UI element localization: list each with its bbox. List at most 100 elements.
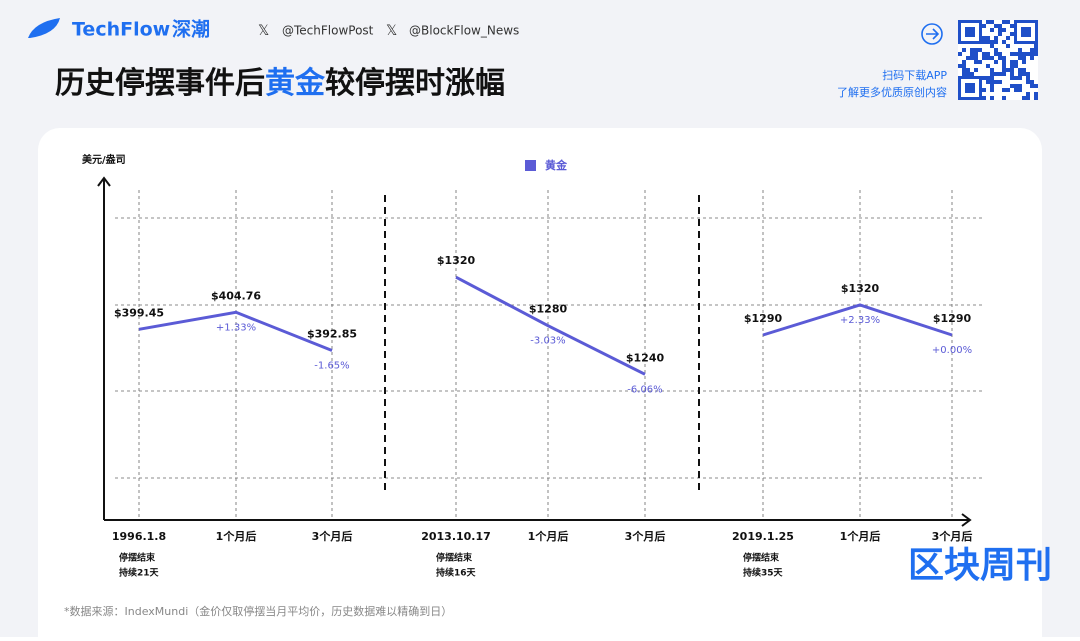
qr-cell [1014,52,1018,56]
qr-cell [1026,96,1030,100]
qr-cell [1002,68,1006,72]
change-label: +1.33% [216,322,256,333]
qr-cell [990,44,994,48]
x-icon: 𝕏 [386,23,397,39]
change-label: -1.65% [314,360,349,371]
qr-cell [966,68,970,72]
qr-cell [1026,52,1030,56]
qr-cell [1014,64,1018,68]
qr-cell [982,36,986,40]
qr-cell [1018,48,1022,52]
x-axis [104,513,972,527]
qr-cell [990,40,994,44]
qr-cell [962,68,966,72]
title-part: 较停摆时涨幅 [325,66,505,101]
qr-cell [982,96,986,100]
qr-cell [994,80,998,84]
qr-cell [1010,68,1014,72]
qr-cell [962,72,966,76]
qr-cell [962,60,966,64]
qr-cell [1002,72,1006,76]
qr-cell [994,72,998,76]
qr-cell [970,52,974,56]
qr-cell [1002,56,1006,60]
qr-cell [1018,72,1022,76]
qr-cell [1026,76,1030,80]
qr-cell [1026,92,1030,96]
card [38,128,1042,641]
event-note: 停摆结束 [743,552,780,564]
value-label: $1320 [437,254,476,267]
title: 历史停摆事件后黄金较停摆时涨幅 [55,66,505,101]
qr-cell [982,52,986,56]
line-series [762,303,953,337]
y-axis-label: 美元/盎司 [82,153,126,166]
qr-cell [1018,84,1022,88]
qr-finder [1021,27,1031,37]
qr-cell [998,24,1002,28]
qr-cell [1010,60,1014,64]
value-label: $1240 [626,351,665,364]
x-tick-label: 1个月后 [528,529,569,543]
qr-cell [974,68,978,72]
qr-cell [1002,60,1006,64]
qr-cell [1010,32,1014,36]
qr-cell [1002,96,1006,100]
value-label: $392.85 [307,327,357,340]
qr-cell [1030,84,1034,88]
qr-cell [982,40,986,44]
qr-cell [994,60,998,64]
event-note: 停摆结束 [119,552,156,564]
qr-cell [1014,88,1018,92]
qr-cell [1002,20,1006,24]
promo: 扫码下载APP [882,69,947,82]
qr-cell [1018,76,1022,80]
qr-cell [1026,80,1030,84]
qr-cell [1018,56,1022,60]
qr-cell [982,56,986,60]
event-note: 停摆结束 [436,552,473,564]
qr-cell [998,28,1002,32]
change-label: +2.33% [840,315,880,326]
qr-cell [1022,96,1026,100]
qr-cell [1022,56,1026,60]
qr-cell [1030,56,1034,60]
qr-cell [998,80,1002,84]
qr-cell [974,60,978,64]
qr-cell [986,56,990,60]
qr-cell [1034,44,1038,48]
qr-cell [982,24,986,28]
handle: @TechFlowPost [282,24,374,38]
qr-cell [994,36,998,40]
qr-cell [1034,96,1038,100]
qr-cell [1022,60,1026,64]
x-tick-label: 1个月后 [840,529,881,543]
chart: 美元/盎司 黄金 $399.45 1996.1.8 $404.76 +1.33% 1个月后 $… [82,153,985,579]
qr-cell [998,56,1002,60]
arrow-icon [926,28,940,40]
x-tick-label: 3个月后 [932,529,973,543]
change-label: +0.00% [932,345,972,356]
qr-cell [1018,88,1022,92]
qr-cell [1018,52,1022,56]
footer: *数据来源：IndexMundi（金价仅取停摆当月平均价，历史数据难以精确到日） [64,604,452,618]
qr-cell [1010,76,1014,80]
qr-cell [1010,24,1014,28]
qr-cell [1034,48,1038,52]
qr-cell [1034,92,1038,96]
arrow-icon [921,23,943,45]
qr-finder [958,76,982,100]
qr-cell [970,56,974,60]
x-icon: 𝕏 [258,23,269,39]
title-highlight: 黄金 [265,66,326,101]
qr-cell [1014,60,1018,64]
qr-cell [990,80,994,84]
qr-cell [1034,84,1038,88]
value-label: $1320 [841,282,880,295]
x-tick-label: 3个月后 [625,529,666,543]
qr-cell [1002,40,1006,44]
qr-cell [998,32,1002,36]
qr-cell [1026,72,1030,76]
line-series [138,310,333,352]
value-label: $399.45 [114,306,164,319]
